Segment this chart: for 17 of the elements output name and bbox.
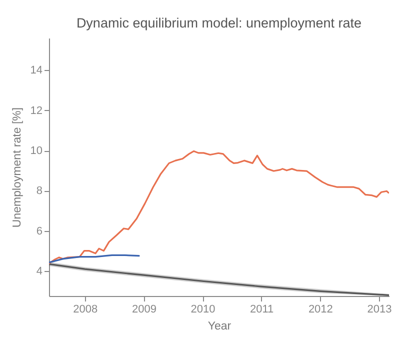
y-tick-label: 14 [30,64,42,77]
x-tick-label: 2012 [308,304,333,316]
y-tick-label: 10 [30,145,42,158]
y-axis-title: Unemployment rate [%] [11,107,24,228]
chart-title: Dynamic equilibrium model: unemployment rate [76,16,362,30]
x-axis-title: Year [208,320,232,332]
x-tick-label: 2011 [250,304,274,316]
x-tick-label: 2008 [73,304,98,316]
x-tick-label: 2010 [190,304,216,316]
y-tick-label: 12 [30,104,42,117]
line-series [49,150,389,264]
x-tick-label: 2013 [367,304,392,316]
y-tick-label: 6 [36,225,42,238]
line-series [49,254,140,264]
y-tick-label: 8 [36,185,42,198]
x-tick-label: 2009 [132,304,156,316]
y-tick-label: 4 [36,266,42,278]
